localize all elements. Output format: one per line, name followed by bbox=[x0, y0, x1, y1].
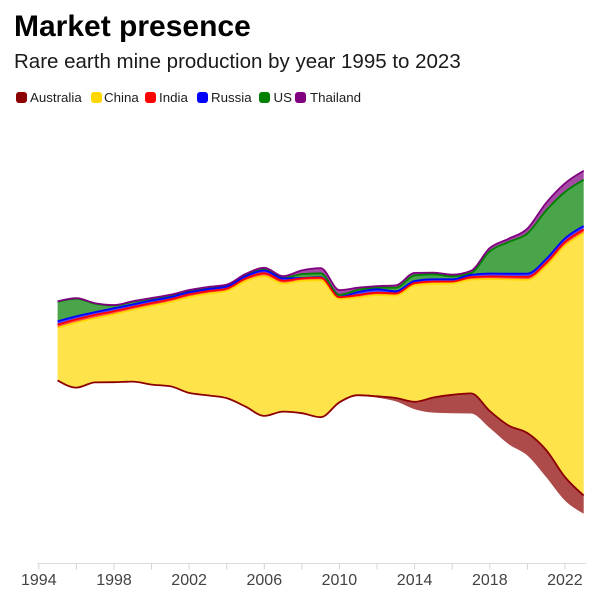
svg-text:1998: 1998 bbox=[96, 572, 132, 589]
svg-text:2018: 2018 bbox=[472, 572, 508, 589]
svg-text:2006: 2006 bbox=[247, 572, 283, 589]
svg-text:2010: 2010 bbox=[322, 572, 358, 589]
svg-text:2014: 2014 bbox=[397, 572, 433, 589]
svg-text:2002: 2002 bbox=[171, 572, 207, 589]
svg-text:1994: 1994 bbox=[21, 572, 57, 589]
svg-text:2022: 2022 bbox=[547, 572, 583, 589]
